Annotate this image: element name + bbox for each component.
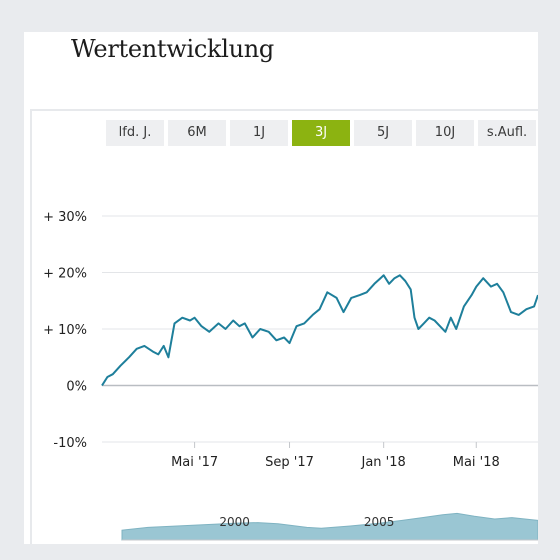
y-tick-label: + 30% bbox=[43, 210, 87, 225]
tab-lfd-j[interactable]: lfd. J. bbox=[106, 120, 164, 146]
y-tick-label: -10% bbox=[53, 436, 87, 451]
series-line bbox=[101, 274, 538, 387]
x-tick-label: Mai '18 bbox=[453, 455, 500, 470]
y-tick-label: + 10% bbox=[43, 323, 87, 338]
x-tick-label: Jan '18 bbox=[361, 455, 406, 470]
y-tick-label: 0% bbox=[66, 380, 87, 395]
x-tick-label: Mai '17 bbox=[171, 455, 218, 470]
tab-1j[interactable]: 1J bbox=[230, 120, 288, 146]
navigator-tick-label: 2005 bbox=[364, 515, 395, 529]
page-title: Wertentwicklung bbox=[71, 35, 274, 63]
tab-10j[interactable]: 10J bbox=[416, 120, 474, 146]
tab-3j[interactable]: 3J bbox=[292, 120, 350, 146]
chart-panel bbox=[30, 109, 538, 544]
performance-line-chart: + 30% + 20% + 10% 0% -10% Mai '17 Sep '17 Jan '… bbox=[43, 210, 538, 541]
y-tick-label: + 20% bbox=[43, 267, 87, 282]
tab-6m[interactable]: 6M bbox=[168, 120, 226, 146]
x-tick-label: Sep '17 bbox=[265, 455, 314, 470]
performance-card: Wertentwicklung lfd. J. 6M 1J 3J 5J 10J … bbox=[24, 32, 538, 544]
tab-5j[interactable]: 5J bbox=[354, 120, 412, 146]
navigator-area bbox=[121, 512, 538, 541]
tab-s-aufl[interactable]: s.Aufl. bbox=[478, 120, 536, 146]
navigator-tick-label: 2000 bbox=[219, 515, 250, 529]
